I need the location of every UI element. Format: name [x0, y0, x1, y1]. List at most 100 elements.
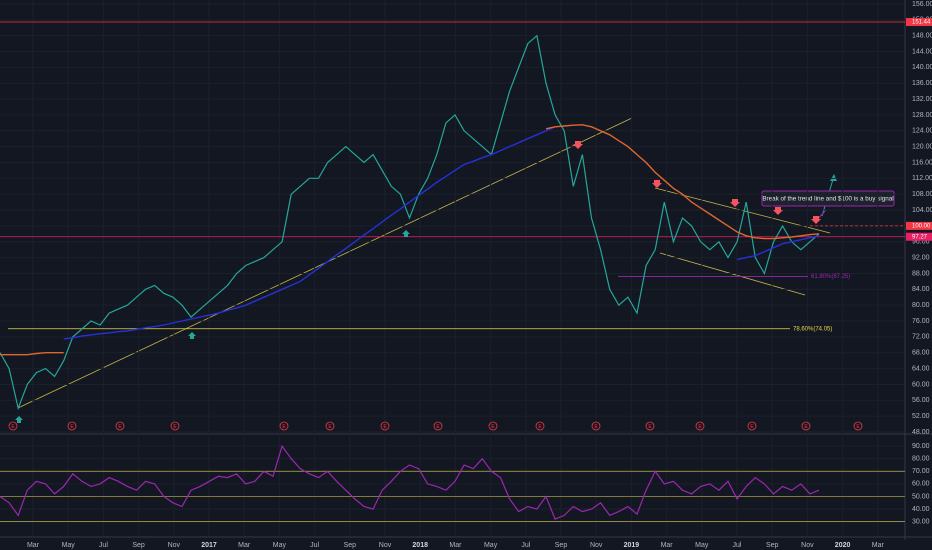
earnings-label: E — [173, 424, 177, 430]
y-tick-label: 96.00 — [912, 239, 930, 246]
y-tick-label: 56.00 — [912, 397, 930, 404]
earnings-marker — [279, 421, 289, 431]
y-tick-label: 64.00 — [912, 365, 930, 372]
earnings-marker — [115, 421, 125, 431]
buy-arrow — [402, 230, 410, 237]
sell-arrow — [773, 207, 783, 215]
y-tick-label: 136.00 — [912, 80, 932, 87]
earnings-label: E — [118, 424, 122, 430]
fib-label: 61.80%(87.25) — [811, 274, 850, 280]
x-tick-label: May — [273, 542, 287, 549]
y-tick-label: 120.00 — [912, 143, 932, 150]
x-tick-label: 2020 — [835, 542, 851, 549]
y-tick-label: 40.00 — [912, 506, 930, 513]
earnings-marker — [747, 421, 757, 431]
trend-line — [659, 252, 806, 296]
y-tick-label: 60.00 — [912, 481, 930, 488]
y-tick-label: 80.00 — [912, 302, 930, 309]
moving-average — [63, 126, 556, 340]
y-tick-label: 68.00 — [912, 350, 930, 357]
earnings-marker — [170, 421, 180, 431]
y-tick-label: 112.00 — [912, 175, 932, 182]
earnings-label: E — [750, 424, 754, 430]
earnings-label: E — [383, 424, 387, 430]
buy-arrow — [15, 416, 23, 423]
x-tick-label: Nov — [379, 542, 392, 549]
earnings-marker — [535, 421, 545, 431]
y-tick-label: 140.00 — [912, 64, 932, 71]
y-tick-label: 104.00 — [912, 207, 932, 214]
earnings-marker — [645, 421, 655, 431]
series-line — [0, 34, 820, 411]
price-tag — [906, 18, 932, 27]
price-tag-label: 97.27 — [912, 234, 928, 240]
y-tick-label: 116.00 — [912, 159, 932, 166]
y-tick-label: 128.00 — [912, 112, 932, 119]
earnings-label: E — [594, 424, 598, 430]
x-tick-label: Sep — [766, 542, 779, 549]
y-tick-label: 90.00 — [912, 443, 930, 450]
earnings-label: E — [491, 424, 495, 430]
y-tick-label: 156.00 — [912, 1, 932, 8]
x-tick-label: Mar — [872, 542, 885, 549]
y-tick-label: 50.00 — [912, 493, 930, 500]
y-tick-label: 48.00 — [912, 429, 930, 436]
earnings-marker — [433, 421, 443, 431]
x-tick-label: Nov — [168, 542, 181, 549]
buy-arrow — [188, 332, 196, 339]
y-tick-label: 30.00 — [912, 518, 930, 525]
y-tick-label: 80.00 — [912, 456, 930, 463]
earnings-label: E — [698, 424, 702, 430]
series-line — [0, 444, 820, 520]
sell-arrow — [811, 216, 821, 224]
earnings-marker — [325, 421, 335, 431]
y-tick-label: 72.00 — [912, 334, 930, 341]
x-tick-label: Mar — [449, 542, 462, 549]
price-tag-label: 100.00 — [912, 223, 931, 229]
price-tag — [906, 232, 932, 241]
y-tick-label: 92.00 — [912, 254, 930, 261]
x-tick-label: May — [695, 542, 709, 549]
annotation-text: Break of the trend line and $100 is a bu… — [762, 196, 893, 203]
earnings-marker — [8, 421, 18, 431]
moving-average — [0, 352, 64, 356]
earnings-label: E — [538, 424, 542, 430]
x-tick-label: Mar — [27, 542, 40, 549]
earnings-marker — [380, 421, 390, 431]
x-tick-label: May — [62, 542, 76, 549]
earnings-label: E — [436, 424, 440, 430]
price-tag-label: 151.44 — [912, 20, 931, 26]
x-tick-label: Sep — [132, 542, 145, 549]
earnings-marker — [67, 421, 77, 431]
sell-arrow — [730, 199, 740, 207]
moving-average — [545, 124, 820, 240]
earnings-marker — [801, 421, 811, 431]
x-tick-label: Mar — [661, 542, 674, 549]
y-tick-label: 132.00 — [912, 96, 932, 103]
earnings-label: E — [282, 424, 286, 430]
sell-arrow — [652, 180, 662, 188]
x-tick-label: Nov — [590, 542, 603, 549]
x-tick-label: 2019 — [624, 542, 640, 549]
earnings-marker — [695, 421, 705, 431]
earnings-label: E — [648, 424, 652, 430]
x-tick-label: Jul — [99, 542, 108, 549]
earnings-label: E — [11, 424, 15, 430]
projection-arrow-head — [830, 174, 837, 181]
fib-label: 78.60%(74.05) — [793, 326, 832, 332]
earnings-label: E — [856, 424, 860, 430]
earnings-label: E — [804, 424, 808, 430]
sell-arrow — [573, 141, 583, 149]
y-tick-label: 108.00 — [912, 191, 932, 198]
x-tick-label: Nov — [801, 542, 814, 549]
moving-average — [736, 235, 820, 261]
annotation-box — [761, 190, 895, 207]
y-tick-label: 76.00 — [912, 318, 930, 325]
y-tick-label: 84.00 — [912, 286, 930, 293]
y-tick-label: 52.00 — [912, 413, 930, 420]
x-tick-label: Jul — [521, 542, 530, 549]
x-tick-label: 2017 — [201, 542, 217, 549]
x-tick-label: Mar — [238, 542, 251, 549]
